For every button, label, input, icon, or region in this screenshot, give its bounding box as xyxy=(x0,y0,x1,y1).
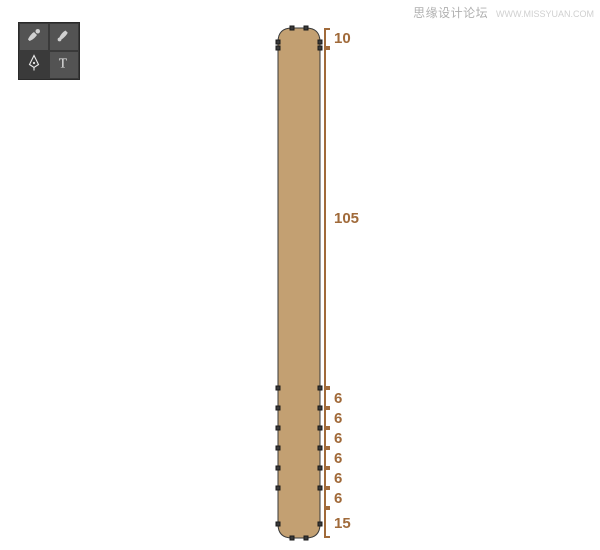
measure-label: 6 xyxy=(334,490,342,507)
measure-bracket-tick xyxy=(324,488,330,490)
anchor-point xyxy=(276,426,281,431)
measure-label: 6 xyxy=(334,390,342,407)
anchor-point xyxy=(318,446,323,451)
measure-bracket xyxy=(324,428,332,448)
anchor-point xyxy=(304,26,309,31)
anchor-point xyxy=(304,536,309,541)
anchor-point xyxy=(318,466,323,471)
pencil-shape xyxy=(0,0,600,550)
measure-label: 6 xyxy=(334,450,342,467)
anchor-point xyxy=(276,406,281,411)
measure-label: 10 xyxy=(334,30,351,47)
measure-label: 105 xyxy=(334,210,359,227)
measure-label: 6 xyxy=(334,430,342,447)
measure-bracket-tick xyxy=(324,508,330,510)
anchor-point xyxy=(318,46,323,51)
anchor-point xyxy=(276,46,281,51)
measure-bracket xyxy=(324,408,332,428)
anchor-point xyxy=(276,486,281,491)
measure-bracket-tick xyxy=(324,448,330,450)
anchor-point xyxy=(276,446,281,451)
measure-bracket xyxy=(324,28,332,48)
anchor-point xyxy=(318,486,323,491)
measure-bracket-tick xyxy=(324,388,330,390)
anchor-point xyxy=(276,386,281,391)
anchor-point xyxy=(318,522,323,527)
measure-bracket-tick xyxy=(324,428,330,430)
measure-bracket-tick xyxy=(324,408,330,410)
measure-bracket xyxy=(324,448,332,468)
anchor-point xyxy=(290,536,295,541)
anchor-point xyxy=(276,466,281,471)
anchor-point xyxy=(276,522,281,527)
anchor-point xyxy=(318,40,323,45)
measure-bracket xyxy=(324,488,332,508)
measure-label: 15 xyxy=(334,515,351,532)
anchor-point xyxy=(318,406,323,411)
anchor-point xyxy=(290,26,295,31)
measure-bracket-tick xyxy=(324,48,330,50)
measure-bracket xyxy=(324,508,332,538)
anchor-point xyxy=(318,386,323,391)
measure-bracket xyxy=(324,468,332,488)
anchor-point xyxy=(276,40,281,45)
anchor-point xyxy=(318,426,323,431)
diagram-canvas: 10 105 6 6 6 6 6 6 15 xyxy=(0,0,600,550)
measure-bracket xyxy=(324,48,332,388)
measure-label: 6 xyxy=(334,410,342,427)
measure-bracket-tick xyxy=(324,28,330,30)
measure-bracket-tick xyxy=(324,536,330,538)
measure-bracket-tick xyxy=(324,468,330,470)
measure-label: 6 xyxy=(334,470,342,487)
measure-bracket xyxy=(324,388,332,408)
